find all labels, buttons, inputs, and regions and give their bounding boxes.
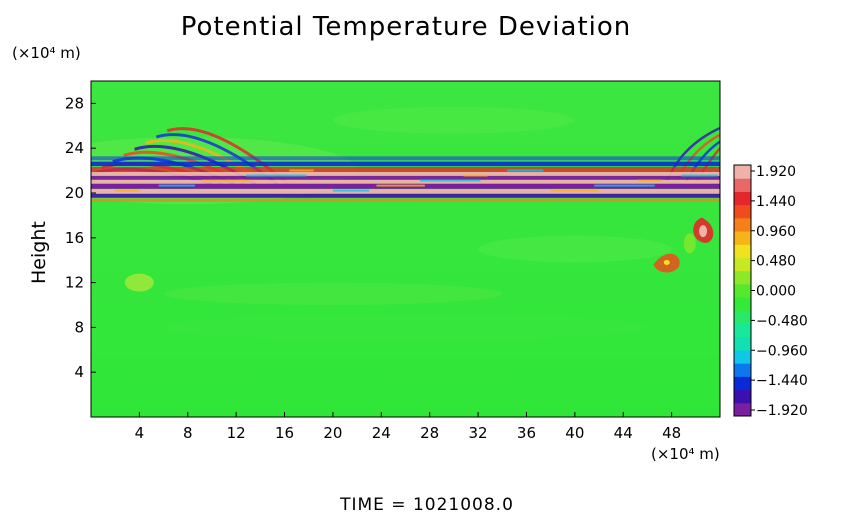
colorbar-swatch (734, 270, 751, 285)
chart-title: Potential Temperature Deviation (180, 12, 632, 42)
x-axis-unit: (×10⁴ m) (651, 445, 720, 463)
colorbar-swatch (734, 336, 751, 351)
y-tick-label: 20 (65, 184, 84, 202)
y-tick-label: 24 (65, 139, 84, 157)
x-tick-label: 28 (420, 424, 439, 442)
layer-band (91, 161, 720, 167)
plot-frame (90, 80, 721, 418)
colorbar-swatch (734, 191, 751, 206)
x-tick-label: 36 (517, 424, 536, 442)
band-streak (202, 179, 251, 182)
field-blotch (163, 282, 503, 305)
layer-band (91, 166, 720, 172)
colorbar-label: 0.480 (756, 254, 796, 270)
x-tick-label: 44 (614, 424, 633, 442)
band-streak (115, 189, 140, 192)
field-blotch (163, 313, 648, 341)
colorbar-swatch (734, 297, 751, 311)
band-streak (681, 174, 718, 177)
colorbar-label: −0.480 (756, 313, 808, 329)
band-streak (158, 184, 196, 187)
x-tick-label: 4 (135, 424, 145, 442)
y-tick-label: 8 (74, 318, 84, 336)
colorbar-label: 1.440 (756, 194, 796, 210)
band-streak (289, 169, 314, 172)
colorbar-swatch (734, 376, 751, 391)
colorbar-label: −1.920 (756, 403, 808, 419)
colorbar-swatch (734, 363, 751, 377)
field-blotch (332, 106, 575, 134)
layer-band (91, 193, 720, 198)
colorbar-label: 0.000 (756, 284, 796, 300)
warm-patch-core (699, 225, 708, 238)
band-streak (420, 179, 481, 182)
colorbar-swatch (734, 323, 751, 338)
y-tick-label: 16 (65, 229, 84, 247)
x-tick-label: 16 (275, 424, 294, 442)
band-streak (594, 184, 655, 187)
colorbar-swatch (734, 349, 751, 364)
band-streak (332, 189, 370, 192)
time-footer: TIME = 1021008.0 (340, 495, 514, 515)
colorbar-swatch (734, 310, 751, 325)
x-tick-label: 40 (565, 424, 584, 442)
y-tick-label: 28 (65, 94, 84, 112)
colorbar-swatch (734, 389, 751, 404)
y-axis: 4 8 12 16 20 24 28 (65, 94, 96, 381)
colorbar-swatch (734, 217, 751, 232)
colorbar-swatch (734, 204, 751, 219)
x-tick-label: 24 (372, 424, 391, 442)
warm-patch-halo (683, 233, 696, 254)
x-tick-label: 48 (662, 424, 681, 442)
colorbar-swatch (734, 257, 751, 272)
colorbar-swatch (734, 178, 751, 192)
band-streak (245, 174, 307, 177)
colorbar-swatch (734, 244, 751, 258)
colorbar-swatch (734, 402, 751, 417)
band-streak (463, 174, 488, 177)
band-streak (507, 169, 544, 172)
x-tick-label: 32 (469, 424, 488, 442)
band-streak (637, 179, 662, 182)
layer-band (91, 198, 720, 202)
colorbar-swatch (734, 283, 751, 298)
colorbar: 1.920 1.440 0.960 0.480 0.000 −0.480 −0.960 −1.… (733, 164, 808, 419)
band-streak (550, 189, 600, 192)
x-tick-label: 8 (183, 424, 193, 442)
band-streak (376, 184, 425, 187)
heatmap-plot-area (91, 81, 720, 417)
layer-band (91, 189, 720, 194)
layer-band (91, 156, 720, 161)
layer-band (91, 172, 720, 176)
colorbar-label: 0.960 (756, 224, 796, 240)
colorbar-label: 1.920 (756, 164, 796, 180)
colorbar-swatch (734, 231, 751, 245)
layer-band (91, 179, 720, 184)
colorbar-label: −1.440 (756, 373, 808, 389)
warm-patch-core (663, 259, 670, 265)
colorbar-swatch (734, 165, 751, 179)
field-blotch (478, 235, 672, 263)
x-axis: 4 8 12 16 20 24 28 32 36 40 44 48 (135, 412, 681, 442)
y-axis-unit: (×10⁴ m) (12, 44, 81, 62)
y-tick-label: 12 (65, 274, 84, 292)
x-tick-label: 12 (227, 424, 246, 442)
y-tick-label: 4 (74, 363, 84, 381)
x-tick-label: 20 (323, 424, 342, 442)
layer-band (91, 175, 720, 180)
field-blotch (124, 273, 154, 292)
colorbar-label: −0.960 (756, 343, 808, 359)
